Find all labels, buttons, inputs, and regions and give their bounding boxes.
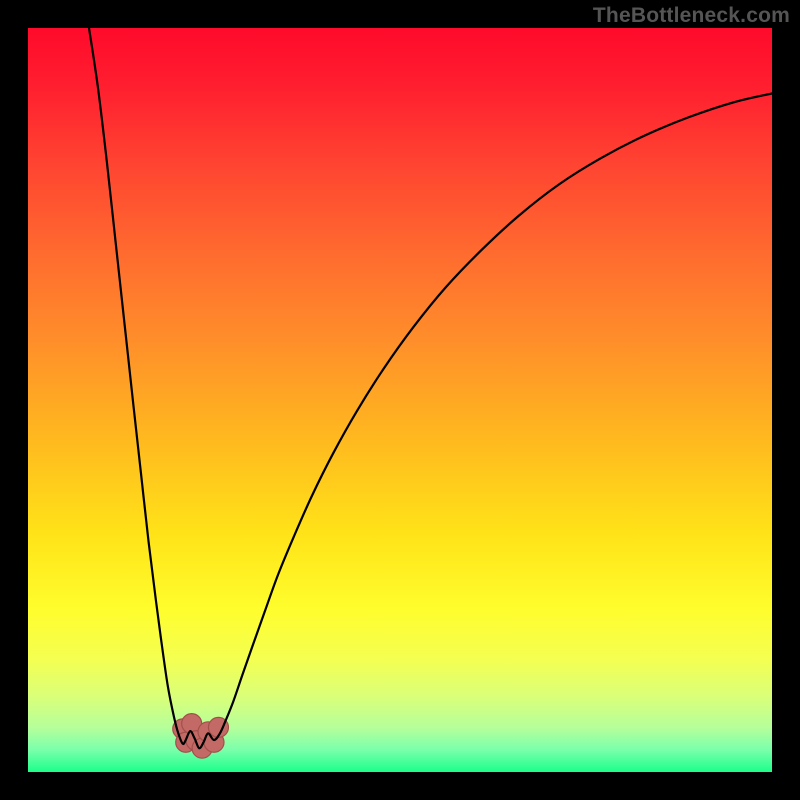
- curve-layer: [28, 28, 772, 772]
- bottleneck-curve: [89, 28, 772, 748]
- plot-area: [28, 28, 772, 772]
- chart-stage: TheBottleneck.com: [0, 0, 800, 800]
- marker-cluster: [173, 714, 229, 759]
- watermark-label: TheBottleneck.com: [593, 4, 790, 28]
